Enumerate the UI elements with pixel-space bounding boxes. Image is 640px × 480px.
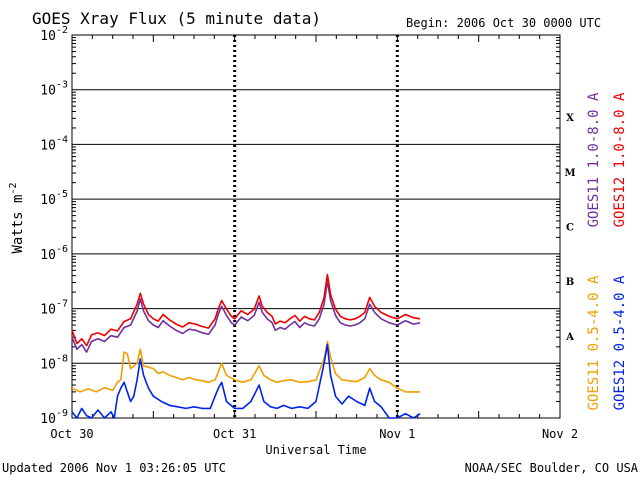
y-tick-exponent: -8 — [56, 353, 68, 364]
updated-timestamp: Updated 2006 Nov 1 03:26:05 UTC — [2, 461, 226, 475]
chart-title: GOES Xray Flux (5 minute data) — [32, 9, 321, 28]
flare-class-c: C — [566, 223, 574, 234]
y-tick-base: 10 — [40, 193, 56, 208]
begin-time: Begin: 2006 Oct 30 0000 UTC — [406, 16, 601, 30]
legend-label: GOES12 0.5-4.0 A — [612, 275, 628, 410]
legend-entry: GOES11 1.0-8.0 A — [586, 92, 602, 227]
y-tick-label: 10-4 — [40, 134, 68, 153]
y-axis-label: Watts m-2 — [8, 182, 26, 253]
x-axis-label: Universal Time — [265, 443, 366, 457]
svg-text:Watts m-2: Watts m-2 — [8, 182, 26, 253]
y-tick-exponent: -6 — [56, 244, 68, 255]
series-line — [71, 343, 421, 419]
y-tick-exponent: -2 — [56, 25, 68, 36]
y-tick-exponent: -3 — [56, 80, 68, 91]
y-tick-label: 10-3 — [40, 80, 68, 99]
y-tick-base: 10 — [40, 84, 56, 99]
x-tick-label: Nov 1 — [379, 427, 415, 441]
legend-label: GOES12 1.0-8.0 A — [612, 92, 628, 227]
y-tick-exponent: -4 — [56, 134, 68, 145]
flare-class-x: X — [566, 113, 574, 124]
plot-frame — [71, 34, 561, 419]
y-tick-label: 10-9 — [40, 408, 68, 427]
series-line — [71, 273, 421, 347]
y-tick-base: 10 — [40, 303, 56, 318]
y-tick-base: 10 — [40, 357, 56, 372]
y-tick-label: 10-5 — [40, 189, 68, 208]
x-tick-label: Nov 2 — [542, 427, 578, 441]
y-axis-label-exponent: -2 — [8, 182, 19, 194]
flare-class-m: M — [564, 168, 575, 179]
flare-class-a: A — [565, 332, 574, 343]
series-line — [71, 280, 421, 353]
y-tick-label: 10-6 — [40, 244, 68, 263]
y-tick-exponent: -9 — [56, 408, 68, 419]
credit-text: NOAA/SEC Boulder, CO USA — [465, 461, 639, 475]
y-tick-base: 10 — [40, 138, 56, 153]
x-tick-label: Oct 31 — [213, 427, 256, 441]
legend-label: GOES11 1.0-8.0 A — [586, 92, 602, 227]
data-lines — [71, 273, 421, 419]
legend: GOES11 1.0-8.0 A GOES12 1.0-8.0 A GOES11 0… — [586, 92, 628, 410]
flare-class-b: B — [566, 277, 574, 288]
y-tick-label: 10-7 — [40, 299, 68, 318]
legend-entry: GOES12 0.5-4.0 A — [612, 275, 628, 410]
y-tick-label: 10-8 — [40, 353, 68, 372]
y-tick-exponent: -7 — [56, 299, 68, 310]
y-tick-label: 10-2 — [40, 25, 68, 44]
x-tick-label: Oct 30 — [50, 427, 93, 441]
y-axis-label-base: Watts m — [10, 195, 26, 254]
y-tick-base: 10 — [40, 412, 56, 427]
y-tick-exponent: -5 — [56, 189, 68, 200]
legend-entry: GOES12 1.0-8.0 A — [612, 92, 628, 227]
series-line — [71, 340, 421, 393]
y-tick-base: 10 — [40, 29, 56, 44]
legend-label: GOES11 0.5-4.0 A — [586, 275, 602, 410]
y-tick-base: 10 — [40, 248, 56, 263]
legend-entry: GOES11 0.5-4.0 A — [586, 275, 602, 410]
